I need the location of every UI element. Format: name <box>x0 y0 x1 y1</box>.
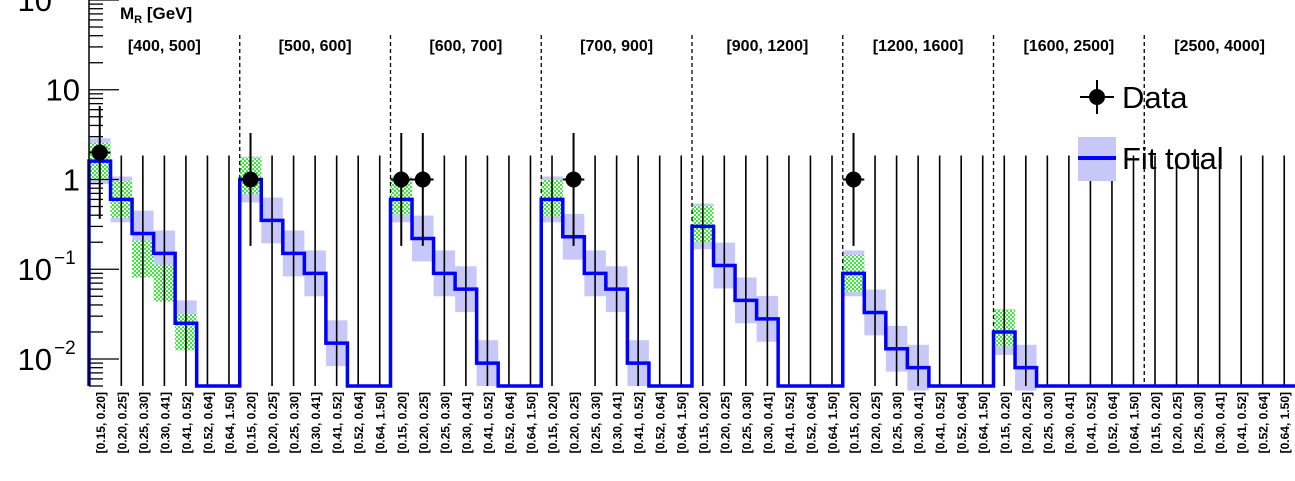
legend-data-entry: Data <box>1080 80 1188 115</box>
x-bin-label: [0.30, 0.41] <box>912 392 926 453</box>
x-bin-label: [0.64, 1.50] <box>374 392 388 453</box>
legend: Data Fit total <box>1078 80 1224 181</box>
x-bin-label: [0.15, 0.20] <box>1149 392 1163 453</box>
y-tick-label: 10 <box>18 0 52 18</box>
y-tick-label: 10 <box>46 73 80 108</box>
x-bin-label: [0.15, 0.20] <box>94 392 108 453</box>
data-point <box>842 132 865 246</box>
x-bin-label: [0.41, 0.52] <box>783 392 797 453</box>
data-point-marker <box>845 171 862 188</box>
x-bin-label: [0.30, 0.41] <box>460 392 474 453</box>
y-tick-labels: 10−210−1110102 <box>18 0 80 377</box>
x-bin-label: [0.64, 1.50] <box>223 392 237 453</box>
x-bin-label: [0.52, 0.64] <box>1106 392 1120 453</box>
x-bin-label: [0.15, 0.20] <box>848 392 862 453</box>
y-tick-label-exponent: −2 <box>54 338 76 359</box>
x-bin-label: [0.30, 0.41] <box>1214 392 1228 453</box>
data-error-vertical-lines <box>120 155 1286 386</box>
y-axis <box>88 0 119 387</box>
fit-total-line <box>87 159 1295 388</box>
x-bin-label: [0.52, 0.64] <box>654 392 668 453</box>
group-axis-label: MR [GeV] <box>120 4 192 26</box>
x-bin-label: [0.41, 0.52] <box>934 392 948 453</box>
x-bin-label: [0.52, 0.64] <box>352 392 366 453</box>
x-bin-label: [0.41, 0.52] <box>331 392 345 453</box>
data-point <box>412 132 434 246</box>
x-bin-label: [0.25, 0.30] <box>589 392 603 453</box>
x-bin-label: [0.52, 0.64] <box>503 392 517 453</box>
x-bin-label: [0.64, 1.50] <box>1278 392 1292 453</box>
x-bin-label: [0.20, 0.25] <box>1171 392 1185 453</box>
x-bin-label: [0.41, 0.52] <box>180 392 194 453</box>
x-bin-label: [0.25, 0.30] <box>1041 392 1055 453</box>
x-bin-label: [0.30, 0.41] <box>611 392 625 453</box>
x-bin-label: [0.20, 0.25] <box>266 392 280 453</box>
group-label: [2500, 4000] <box>1174 38 1265 55</box>
x-bin-label: [0.25, 0.30] <box>438 392 452 453</box>
y-tick-label: 1 <box>63 162 80 197</box>
legend-fit-total-label: Fit total <box>1122 141 1224 176</box>
data-points <box>89 105 865 246</box>
fit-uncertainty-bands <box>89 138 1037 391</box>
group-label: [500, 600] <box>279 38 352 55</box>
x-bin-label: [0.15, 0.20] <box>697 392 711 453</box>
legend-data-label: Data <box>1122 80 1188 115</box>
data-point-marker <box>565 171 582 188</box>
x-bin-label: [0.30, 0.41] <box>761 392 775 453</box>
data-point <box>390 132 413 246</box>
group-label: [1200, 1600] <box>873 38 964 55</box>
data-point <box>239 132 262 246</box>
y-tick-label: 10 <box>18 342 52 377</box>
data-point-marker <box>414 171 431 188</box>
x-bin-label: [0.64, 1.50] <box>675 392 689 453</box>
x-bin-label: [0.41, 0.52] <box>1235 392 1249 453</box>
group-labels: [400, 500] [500, 600] [600, 700] [700, 900]… <box>128 38 1265 55</box>
group-label: [600, 700] <box>429 38 502 55</box>
group-label: [700, 900] <box>580 38 653 55</box>
x-bin-label: [0.20, 0.25] <box>115 392 129 453</box>
x-bin-labels: [0.15, 0.20] [0.20, 0.25] [0.25, 0.30] [0.3… <box>94 392 1292 453</box>
x-bin-label: [0.64, 1.50] <box>1127 392 1141 453</box>
x-bin-label: [0.41, 0.52] <box>1084 392 1098 453</box>
x-bin-label: [0.64, 1.50] <box>524 392 538 453</box>
x-bin-label: [0.15, 0.20] <box>546 392 560 453</box>
x-bin-label: [0.25, 0.30] <box>137 392 151 453</box>
y-tick-label-exponent: −1 <box>54 248 76 269</box>
x-bin-label: [0.25, 0.30] <box>740 392 754 453</box>
x-bin-label: [0.52, 0.64] <box>804 392 818 453</box>
x-bin-label: [0.20, 0.25] <box>568 392 582 453</box>
x-bin-label: [0.15, 0.20] <box>998 392 1012 453</box>
x-bin-label: [0.15, 0.20] <box>245 392 259 453</box>
x-bin-label: [0.25, 0.30] <box>288 392 302 453</box>
x-bin-label: [0.52, 0.64] <box>955 392 969 453</box>
x-bin-label: [0.25, 0.30] <box>1192 392 1206 453</box>
x-bin-label: [0.64, 1.50] <box>977 392 991 453</box>
legend-fit-total-entry: Fit total <box>1078 137 1224 181</box>
x-bin-label: [0.25, 0.30] <box>891 392 905 453</box>
x-bin-label: [0.20, 0.25] <box>718 392 732 453</box>
x-bin-label: [0.20, 0.25] <box>1020 392 1034 453</box>
x-bin-label: [0.52, 0.64] <box>1257 392 1271 453</box>
x-bin-label: [0.41, 0.52] <box>632 392 646 453</box>
data-point <box>562 132 585 246</box>
x-bin-label: [0.52, 0.64] <box>201 392 215 453</box>
x-bin-label: [0.64, 1.50] <box>826 392 840 453</box>
data-point-marker <box>393 171 410 188</box>
x-bin-label: [0.30, 0.41] <box>158 392 172 453</box>
x-bin-label: [0.30, 0.41] <box>309 392 323 453</box>
group-label: [900, 1200] <box>726 38 808 55</box>
y-tick-label: 10 <box>18 252 52 287</box>
data-point-marker <box>242 171 259 188</box>
x-bin-label: [0.20, 0.25] <box>869 392 883 453</box>
x-bin-label: [0.30, 0.41] <box>1063 392 1077 453</box>
fit-total-histogram <box>87 159 1295 388</box>
x-bin-label: [0.41, 0.52] <box>481 392 495 453</box>
x-bin-label: [0.20, 0.25] <box>417 392 431 453</box>
group-label: [1600, 2500] <box>1024 38 1115 55</box>
x-bin-label: [0.15, 0.20] <box>395 392 409 453</box>
group-label: [400, 500] <box>128 38 201 55</box>
